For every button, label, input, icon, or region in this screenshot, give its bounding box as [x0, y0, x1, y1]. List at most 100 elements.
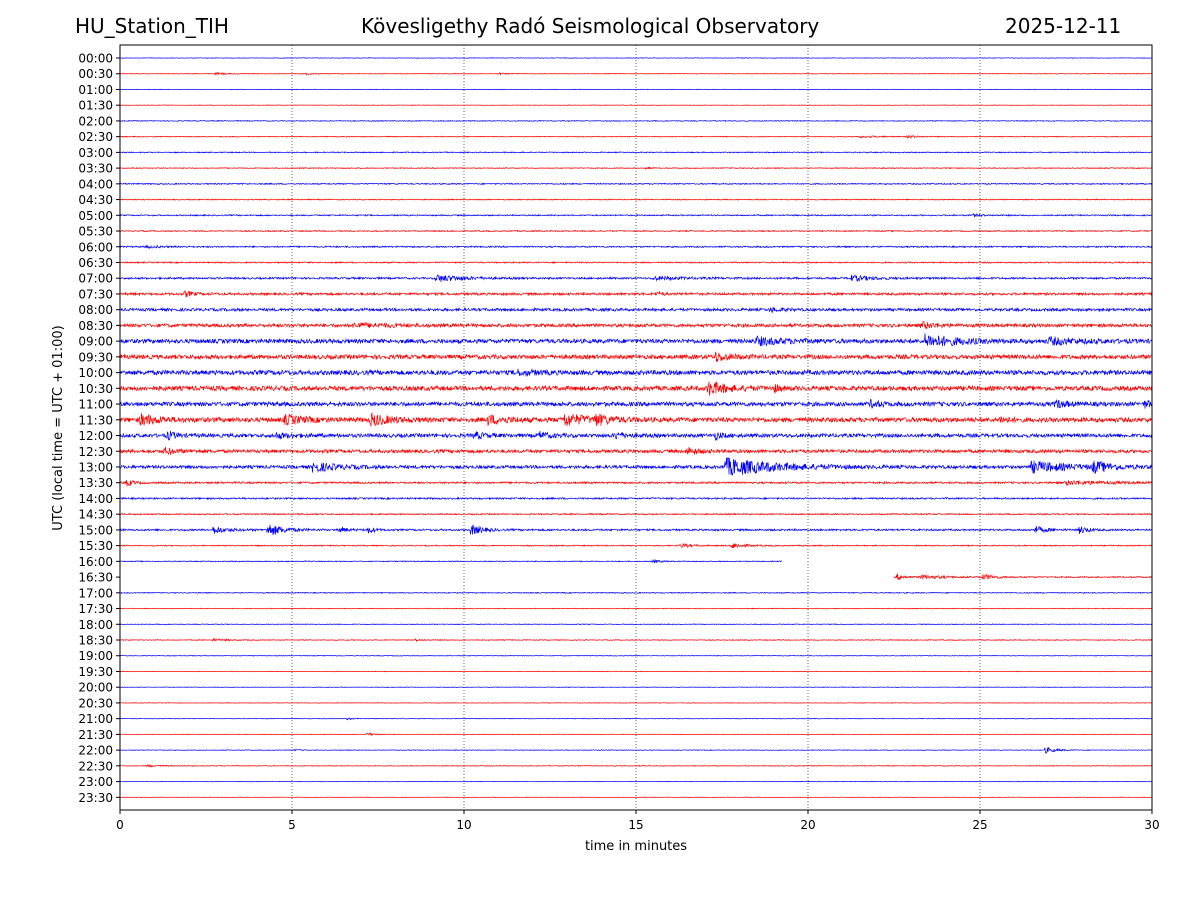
ytick-label-1730: 17:30	[78, 602, 113, 616]
trace-0330	[119, 166, 1153, 170]
trace-0730	[119, 289, 1153, 298]
ytick-label-0200: 02:00	[78, 114, 113, 128]
trace-2030	[119, 702, 1153, 704]
ytick-label-1700: 17:00	[78, 586, 113, 600]
trace-1700	[119, 591, 1153, 594]
ytick-label-1300: 13:00	[78, 460, 113, 474]
ytick-label-0230: 02:30	[78, 130, 113, 144]
seismogram-traces	[119, 57, 1153, 799]
xtick-label-15: 15	[628, 818, 643, 832]
ytick-label-0030: 00:30	[78, 67, 113, 81]
x-axis-ticks: 0 5 10 15 20 25 30	[116, 810, 1160, 832]
ytick-label-2000: 20:00	[78, 681, 113, 695]
ytick-label-2130: 21:30	[78, 728, 113, 742]
ytick-label-1100: 11:00	[78, 398, 113, 412]
trace-0900	[119, 333, 1153, 347]
trace-1000	[119, 368, 1153, 378]
ytick-label-0100: 01:00	[78, 83, 113, 97]
y-axis-label: UTC (local time = UTC + 01:00)	[51, 325, 66, 530]
station-title: HU_Station_TIH	[75, 14, 229, 38]
trace-0430	[119, 198, 1153, 201]
ytick-label-1630: 16:30	[78, 571, 113, 585]
trace-0200	[119, 119, 1153, 122]
trace-2330	[119, 796, 1153, 799]
trace-1530	[119, 542, 1153, 549]
ytick-label-0900: 09:00	[78, 335, 113, 349]
ytick-label-0830: 08:30	[78, 319, 113, 333]
trace-0500	[119, 213, 1153, 218]
ytick-label-1230: 12:30	[78, 445, 113, 459]
trace-0800	[119, 306, 1153, 313]
trace-2200	[119, 746, 1153, 754]
observatory-title: Kövesligethy Radó Seismological Observat…	[361, 14, 820, 38]
ytick-label-1600: 16:00	[78, 555, 113, 569]
trace-1430	[119, 512, 1153, 516]
trace-1830	[120, 637, 1153, 643]
vertical-gridlines	[291, 45, 981, 810]
ytick-label-1030: 10:30	[78, 382, 113, 396]
trace-2130	[119, 731, 1153, 736]
ytick-label-0930: 09:30	[78, 350, 113, 364]
xtick-label-0: 0	[116, 818, 124, 832]
ytick-label-2300: 23:00	[78, 775, 113, 789]
trace-0600	[119, 244, 1153, 250]
trace-1800	[119, 623, 1153, 626]
trace-0630	[119, 260, 1153, 264]
ytick-label-1830: 18:30	[78, 634, 113, 648]
trace-0530	[119, 229, 1153, 233]
trace-0700	[119, 274, 1153, 282]
trace-1500	[119, 524, 1153, 536]
trace-0830	[119, 320, 1153, 330]
date-title: 2025-12-11	[1005, 14, 1122, 38]
ytick-label-2330: 23:30	[78, 791, 113, 805]
trace-1230	[119, 446, 1153, 456]
ytick-label-0730: 07:30	[78, 287, 113, 301]
ytick-label-0630: 06:30	[78, 256, 113, 270]
ytick-label-0330: 03:30	[78, 162, 113, 176]
ytick-label-0400: 04:00	[78, 177, 113, 191]
ytick-label-0000: 00:00	[78, 52, 113, 66]
trace-1630	[893, 573, 1153, 580]
trace-1330	[119, 479, 1153, 487]
trace-0030	[119, 72, 1153, 76]
xtick-label-5: 5	[288, 818, 296, 832]
trace-0230	[119, 134, 1153, 140]
ytick-label-1330: 13:30	[78, 476, 113, 490]
xtick-label-30: 30	[1144, 818, 1159, 832]
trace-1200	[119, 430, 1153, 441]
trace-1930	[119, 670, 1153, 673]
trace-1730	[119, 607, 1153, 610]
ytick-label-2030: 20:30	[78, 696, 113, 710]
ytick-label-0500: 05:00	[78, 209, 113, 223]
xtick-label-10: 10	[456, 818, 471, 832]
trace-1400	[119, 496, 1153, 501]
trace-2230	[119, 763, 1153, 768]
ytick-label-0800: 08:00	[78, 303, 113, 317]
ytick-label-0530: 05:30	[78, 225, 113, 239]
ytick-label-2200: 22:00	[78, 744, 113, 758]
trace-2000	[119, 686, 1153, 688]
ytick-label-0700: 07:00	[78, 272, 113, 286]
ytick-label-0430: 04:30	[78, 193, 113, 207]
x-axis-label: time in minutes	[585, 839, 687, 854]
trace-1100	[119, 398, 1153, 409]
trace-0400	[119, 182, 1153, 186]
ytick-label-1200: 12:00	[78, 429, 113, 443]
ytick-label-1400: 14:00	[78, 492, 113, 506]
trace-1600	[119, 558, 783, 564]
xtick-label-25: 25	[972, 818, 987, 832]
xtick-label-20: 20	[800, 818, 815, 832]
trace-1300	[119, 457, 1153, 476]
trace-0130	[119, 104, 1153, 106]
ytick-label-1800: 18:00	[78, 618, 113, 632]
ytick-label-1530: 15:30	[78, 539, 113, 553]
ytick-label-1900: 19:00	[78, 649, 113, 663]
ytick-label-1130: 11:30	[78, 413, 113, 427]
ytick-label-1000: 10:00	[78, 366, 113, 380]
ytick-label-0130: 01:30	[78, 99, 113, 113]
trace-1130	[119, 411, 1153, 427]
trace-2100	[119, 717, 1153, 721]
